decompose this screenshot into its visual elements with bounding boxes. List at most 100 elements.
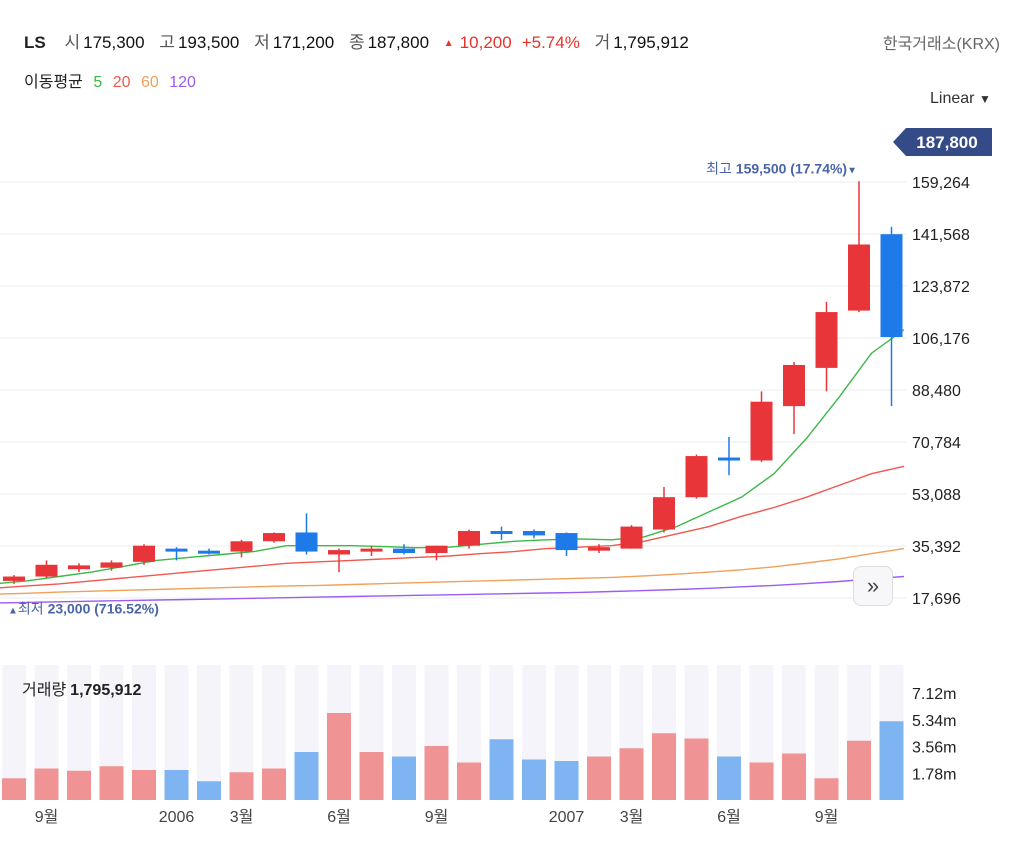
volume-bar-background — [197, 665, 221, 800]
close-label: 종 — [348, 33, 365, 52]
volume-panel-value: 1,795,912 — [70, 682, 142, 699]
candle-up — [815, 312, 838, 368]
low-value: 171,200 — [272, 33, 335, 52]
candle-up — [458, 530, 480, 546]
volume-bar-up — [749, 762, 774, 800]
x-tick-label: 9월 — [35, 808, 59, 826]
candle-down — [880, 234, 903, 338]
scale-label: Linear — [930, 90, 975, 107]
ma-120-legend[interactable]: 120 — [169, 74, 196, 91]
x-tick-label: 2007 — [549, 809, 585, 826]
x-tick-label: 3월 — [230, 808, 254, 826]
current-price-value: 187,800 — [916, 133, 977, 152]
volume-bar-down — [554, 761, 579, 800]
ma-120-line — [0, 575, 905, 604]
volume-bar-up — [67, 770, 91, 800]
y-tick-label: 17,696 — [912, 591, 961, 608]
high-value: 193,500 — [177, 33, 240, 52]
ma-label: 이동평균 — [24, 74, 83, 91]
x-tick-label: 2006 — [159, 809, 195, 826]
volume-bar-down — [164, 770, 189, 800]
scale-dropdown[interactable]: Linear ▼ — [930, 90, 991, 108]
volume-bar-up — [262, 768, 286, 800]
current-price-tag — [893, 128, 992, 156]
ma-5-legend[interactable]: 5 — [93, 74, 103, 91]
volume-bar-background — [814, 665, 839, 800]
candle-down — [555, 533, 578, 551]
candle-up — [360, 548, 383, 552]
volume-bar-up — [457, 762, 481, 800]
volume-tick-label: 3.56m — [912, 740, 956, 757]
candle-down — [718, 457, 740, 461]
volume-panel-title: 거래량 1,795,912 — [22, 676, 141, 700]
close-value: 187,800 — [367, 33, 430, 52]
y-tick-label: 70,784 — [912, 435, 961, 452]
exchange-name: 한국거래소(KRX) — [882, 36, 1000, 53]
x-tick-label: 6월 — [717, 808, 741, 826]
open-value: 175,300 — [83, 33, 145, 52]
high-annotation: 최고 159,500 (17.74%)▼ — [706, 160, 857, 176]
candle-down — [198, 550, 220, 554]
ma-20-legend[interactable]: 20 — [112, 74, 131, 91]
volume-tick-label: 1.78m — [912, 766, 956, 783]
candle-up — [3, 576, 25, 581]
low-label: 저 — [254, 33, 270, 52]
volume-bar-up — [684, 738, 709, 800]
volume-bar-down — [294, 752, 319, 800]
candle-up — [783, 364, 805, 407]
ma-60-legend[interactable]: 60 — [140, 74, 159, 91]
candle-up — [685, 456, 708, 498]
volume-bar-up — [99, 766, 124, 800]
volume-label: 거 — [594, 33, 611, 52]
x-tick-label: 6월 — [327, 808, 351, 826]
candle-up — [100, 562, 123, 568]
candle-up — [263, 533, 285, 542]
candle-up — [588, 547, 610, 551]
ticker-symbol: LS — [24, 33, 46, 52]
double-chevron-right-icon: » — [866, 573, 880, 598]
candle-up — [620, 526, 643, 549]
candle-up — [425, 545, 448, 554]
candle-up — [35, 564, 58, 577]
candle-up — [848, 244, 870, 311]
y-tick-label: 53,088 — [912, 487, 961, 504]
volume-value: 1,795,912 — [613, 33, 689, 52]
y-tick-label: 35,392 — [912, 539, 961, 556]
candle-up — [328, 550, 350, 555]
high-annotation-value: 159,500 (17.74%) — [736, 160, 847, 176]
candle-up — [653, 497, 675, 530]
high-label: 고 — [159, 33, 175, 52]
down-triangle-icon: ▼ — [847, 165, 857, 176]
low-annotation-label: 최저 — [18, 600, 48, 616]
volume-bar-down — [879, 721, 904, 800]
chevron-down-icon: ▼ — [978, 92, 991, 106]
ma-20-line — [0, 465, 905, 589]
candle-up — [750, 401, 773, 461]
volume-bar-down — [197, 781, 221, 800]
volume-bar-up — [359, 752, 384, 800]
candle-up — [133, 545, 155, 562]
scroll-right-button[interactable]: » — [853, 566, 893, 606]
volume-tick-label: 7.12m — [912, 686, 956, 703]
volume-bar-up — [814, 778, 839, 800]
volume-bar-up — [587, 756, 611, 800]
y-tick-label: 123,872 — [912, 279, 970, 296]
y-tick-label: 159,264 — [912, 175, 970, 192]
volume-panel-label: 거래량 — [22, 682, 67, 699]
volume-bar-up — [652, 733, 676, 800]
ma-60-line — [0, 547, 905, 595]
x-tick-label: 9월 — [425, 808, 449, 826]
volume-bar-up — [229, 772, 254, 800]
candle-down — [523, 530, 545, 536]
up-triangle-icon: ▲ — [8, 605, 18, 616]
volume-bar-background — [2, 665, 26, 800]
candle-up — [68, 565, 90, 570]
high-annotation-label: 최고 — [706, 160, 736, 176]
up-triangle-icon: ▲ — [443, 38, 454, 49]
volume-bar-up — [424, 746, 449, 800]
volume-bar-up — [132, 770, 156, 800]
price-summary: LS 시 175,300 고 193,500 저 171,200 종 187,800 ▲… — [24, 28, 699, 53]
candle-down — [490, 530, 513, 534]
